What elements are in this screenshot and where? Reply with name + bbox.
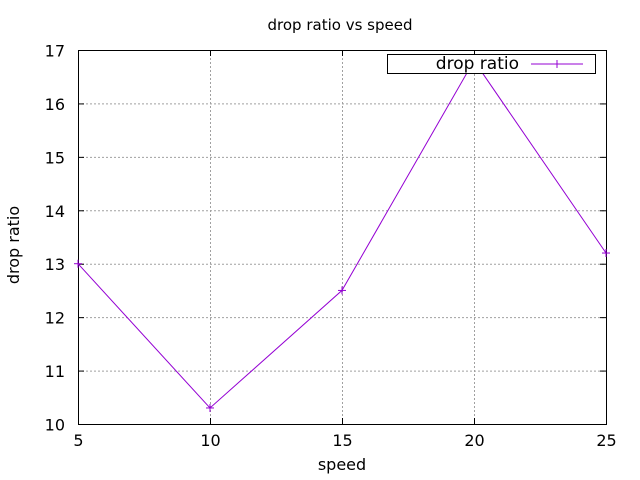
y-tick-label: 13 [45, 255, 65, 274]
data-point-marker [553, 60, 561, 68]
x-tick-label: 20 [464, 431, 484, 450]
legend: drop ratio [387, 54, 596, 74]
x-tick-label: 15 [332, 431, 352, 450]
y-tick-label: 16 [45, 95, 65, 114]
grid-lines [78, 50, 607, 425]
axis-ticks [78, 50, 607, 425]
data-point-marker [602, 249, 610, 258]
legend-series-label: drop ratio [436, 54, 519, 74]
y-tick-label: 15 [45, 148, 65, 167]
y-tick-label: 14 [45, 202, 65, 221]
x-tick-labels: 5 10 15 20 25 [73, 431, 616, 450]
y-tick-label: 10 [45, 416, 65, 435]
y-tick-label: 12 [45, 309, 65, 328]
legend-series-marker [553, 60, 561, 68]
data-point-marker [206, 403, 214, 412]
y-axis-label: drop ratio [4, 206, 23, 284]
x-tick-label: 25 [596, 431, 616, 450]
series-layer [74, 56, 610, 412]
data-point-marker [74, 259, 82, 268]
y-tick-labels: 10 11 12 13 14 15 16 17 [45, 42, 65, 435]
chart-title: drop ratio vs speed [268, 16, 413, 34]
legend-box [387, 54, 596, 74]
x-tick-label: 10 [200, 431, 220, 450]
data-point-marker [338, 286, 346, 295]
x-tick-label: 5 [73, 431, 83, 450]
y-tick-label: 11 [45, 362, 65, 381]
x-axis-label: speed [318, 455, 366, 474]
y-tick-label: 17 [45, 42, 65, 61]
